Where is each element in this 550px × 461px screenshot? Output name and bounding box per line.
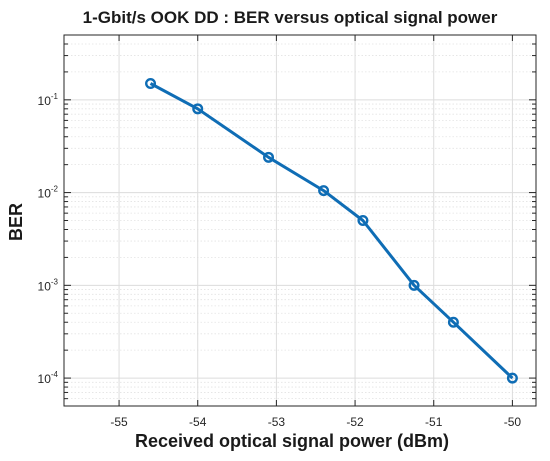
chart-title: 1-Gbit/s OOK DD : BER versus optical sig…	[83, 8, 498, 27]
axis-ticks	[64, 34, 536, 407]
series-line	[149, 82, 514, 380]
data-point	[263, 151, 275, 163]
x-tick-label: -53	[268, 415, 286, 429]
y-tick-label: 10-2	[38, 185, 59, 201]
y-tick-label: 10-1	[38, 92, 59, 108]
data-point	[447, 316, 459, 328]
x-tick-label: -51	[425, 415, 443, 429]
series-layer	[145, 77, 518, 384]
x-tick-label: -55	[110, 415, 128, 429]
x-tick-label: -50	[504, 415, 522, 429]
data-point	[408, 279, 420, 291]
y-tick-label: 10-4	[38, 370, 59, 386]
y-axis-label: BER	[6, 203, 26, 241]
x-tick-label: -52	[346, 415, 364, 429]
data-point	[506, 372, 518, 384]
y-tick-label: 10-3	[38, 277, 59, 293]
data-point	[145, 77, 157, 89]
data-point	[357, 214, 369, 226]
x-tick-labels: -55 -54 -53 -52 -51 -50	[110, 415, 521, 429]
x-tick-label: -54	[189, 415, 207, 429]
data-point	[318, 185, 330, 197]
grid	[64, 34, 536, 407]
data-point	[192, 103, 204, 115]
y-tick-labels: 10-1 10-2 10-3 10-4	[38, 92, 59, 386]
x-axis-label: Received optical signal power (dBm)	[135, 431, 449, 451]
